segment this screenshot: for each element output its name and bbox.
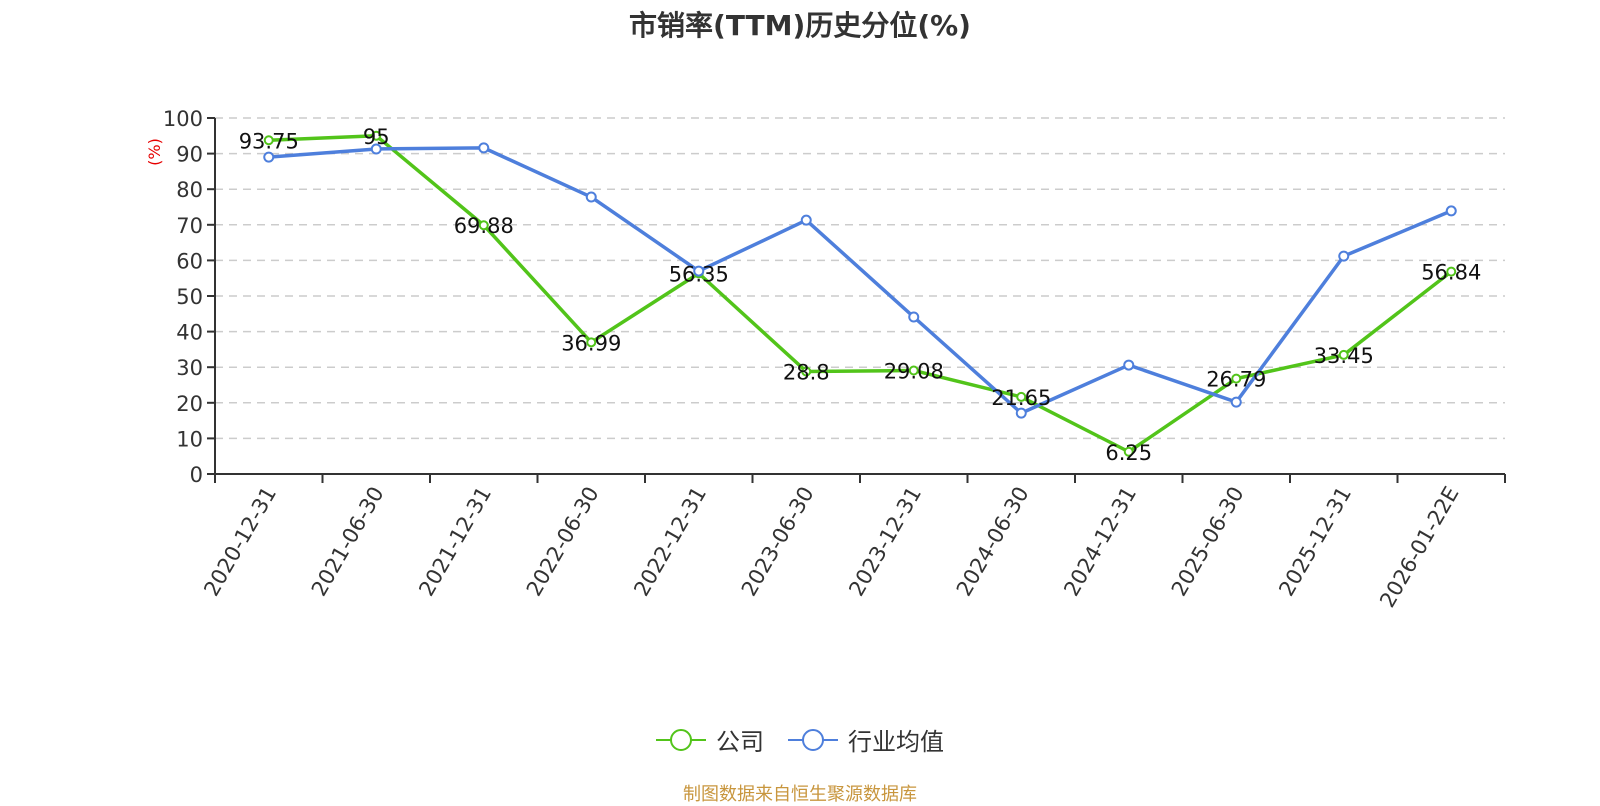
data-label: 6.25	[1105, 441, 1152, 465]
y-tick-label: 0	[190, 463, 203, 487]
data-label: 36.99	[561, 331, 621, 355]
data-point[interactable]	[370, 143, 382, 155]
y-tick-label: 40	[176, 321, 203, 345]
data-point[interactable]	[586, 337, 597, 348]
data-label: 29.08	[884, 359, 944, 383]
y-tick-label: 90	[176, 143, 203, 167]
y-tick-label: 70	[176, 214, 203, 238]
legend-line-marker-icon	[656, 728, 706, 751]
data-point[interactable]	[908, 365, 919, 376]
x-tick-label: 2025-12-31	[1274, 483, 1356, 601]
data-point[interactable]	[1338, 250, 1350, 262]
data-point[interactable]	[1123, 446, 1134, 457]
x-tick-label: 2021-12-31	[414, 483, 496, 601]
y-tick-label: 10	[176, 427, 203, 451]
legend-label: 公司	[716, 728, 764, 756]
x-tick-label: 2023-06-30	[737, 483, 819, 601]
x-tick-label: 2025-06-30	[1167, 483, 1249, 601]
data-point[interactable]	[478, 142, 490, 154]
x-tick-label: 2024-06-30	[952, 483, 1034, 601]
legend-line-marker-icon	[788, 728, 838, 751]
x-tick-label: 2022-12-31	[629, 483, 711, 601]
industry-average-series-line	[268, 146, 1452, 415]
data-point[interactable]	[693, 265, 705, 277]
data-point[interactable]	[1230, 396, 1242, 408]
legend-label: 行业均值	[848, 728, 944, 756]
data-point[interactable]	[478, 220, 489, 231]
x-tick-label: 2020-12-31	[199, 483, 281, 601]
x-tick-label: 2022-06-30	[522, 483, 604, 601]
data-point[interactable]	[1446, 266, 1457, 277]
data-label: 21.65	[991, 386, 1051, 410]
x-tick-label: 2024-12-31	[1059, 483, 1141, 601]
legend-item-company[interactable]: 公司	[656, 722, 764, 757]
legend-item-industry-average[interactable]: 行业均值	[788, 722, 944, 757]
y-tick-label: 50	[176, 285, 203, 309]
data-point[interactable]	[1231, 373, 1242, 384]
data-point[interactable]	[585, 191, 597, 203]
company-series-line	[268, 134, 1453, 454]
y-tick-label: 100	[163, 107, 203, 131]
y-tick-label: 30	[176, 356, 203, 380]
data-label: 28.8	[783, 360, 830, 384]
data-point[interactable]	[801, 366, 812, 377]
data-point[interactable]	[1015, 407, 1027, 419]
x-tick-label: 2023-12-31	[844, 483, 926, 601]
y-tick-label: 60	[176, 249, 203, 273]
data-label: 56.35	[669, 262, 729, 286]
data-label: 69.88	[454, 214, 514, 238]
data-point[interactable]	[1123, 359, 1135, 371]
y-axis-label: (%)	[145, 138, 164, 166]
x-tick-label: 2021-06-30	[307, 483, 389, 601]
data-label: 56.84	[1421, 261, 1481, 285]
data-label: 26.79	[1206, 368, 1266, 392]
data-label: 95	[363, 125, 390, 149]
data-point[interactable]	[263, 151, 275, 163]
data-point[interactable]	[371, 130, 382, 141]
data-point[interactable]	[800, 214, 812, 226]
y-tick-label: 20	[176, 392, 203, 416]
data-point[interactable]	[1338, 349, 1349, 360]
data-label: 93.75	[239, 129, 299, 153]
data-point[interactable]	[263, 135, 274, 146]
legend: 公司 行业均值	[0, 722, 1600, 757]
data-point[interactable]	[908, 311, 920, 323]
x-tick-label: 2026-01-22E	[1375, 483, 1463, 612]
y-tick-label: 80	[176, 178, 203, 202]
data-label: 33.45	[1314, 344, 1374, 368]
data-source-note: 制图数据来自恒生聚源数据库	[683, 784, 917, 805]
data-point[interactable]	[1016, 391, 1027, 402]
chart-title: 市销率(TTM)历史分位(%)	[629, 9, 971, 42]
data-point[interactable]	[1445, 205, 1457, 217]
